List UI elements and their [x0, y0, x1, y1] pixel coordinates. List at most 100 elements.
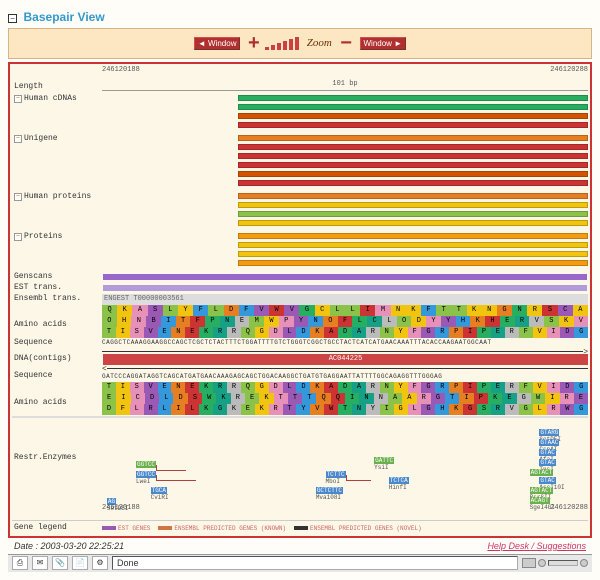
aa-cell: K	[406, 305, 421, 316]
feature-bar[interactable]	[238, 95, 588, 101]
toggle-icon[interactable]: −	[14, 193, 22, 201]
feature-row	[102, 233, 588, 241]
aa-cell: N	[512, 305, 527, 316]
feature-bar[interactable]	[238, 162, 588, 168]
feature-bar[interactable]	[238, 242, 588, 248]
feature-bar[interactable]	[238, 251, 588, 257]
aa-cell: Y	[441, 316, 456, 327]
doc-icon[interactable]: 📄	[72, 556, 88, 570]
aa-cell: P	[279, 316, 294, 327]
toggle-icon[interactable]: −	[14, 233, 22, 241]
est-bar[interactable]	[103, 285, 587, 291]
enzyme-site[interactable]: GGTCC	[136, 461, 156, 468]
aa-cell: R	[505, 382, 519, 393]
collapse-icon[interactable]: −	[8, 14, 17, 23]
security-icon[interactable]	[522, 558, 536, 568]
feature-bar[interactable]	[238, 144, 588, 150]
aa-cell: S	[544, 316, 559, 327]
aa-cell: L	[159, 393, 173, 404]
aa-cell: F	[190, 316, 205, 327]
attach-icon[interactable]: 📎	[52, 556, 68, 570]
print-icon[interactable]: ⎙	[12, 556, 28, 570]
ensembl-id[interactable]: ENGEST T00000003561	[102, 294, 588, 305]
feature-bar[interactable]	[238, 153, 588, 159]
aa-cell: N	[131, 316, 146, 327]
aa-cell: V	[533, 382, 547, 393]
ruler-row: 246120188 246120288	[12, 66, 588, 80]
feature-bar[interactable]	[238, 233, 588, 239]
aa-cell: K	[199, 327, 213, 338]
enzyme-site[interactable]: TCTTCMboI	[326, 471, 346, 485]
aa-cell: P	[205, 316, 220, 327]
aa-cell: R	[366, 327, 380, 338]
enzyme-site[interactable]: GATTCYsiI	[374, 457, 394, 471]
aa-cell: O	[102, 316, 117, 327]
aa-cell: O	[397, 316, 412, 327]
zoom-in-icon[interactable]: +	[248, 32, 260, 55]
aa-cell: C	[131, 393, 145, 404]
aa-cell: N	[352, 404, 366, 415]
aa-cell: K	[488, 393, 502, 404]
status-text: Done	[112, 556, 518, 570]
aa-cell: T	[451, 305, 466, 316]
contig-bar[interactable]: AC044225	[103, 354, 588, 365]
feature-bar[interactable]	[238, 171, 588, 177]
proteins-track: −Proteins	[12, 232, 588, 269]
tool-icon[interactable]: ⚙	[92, 556, 108, 570]
feature-bar[interactable]	[238, 220, 588, 226]
aa-cell: G	[421, 382, 435, 393]
aa-cell: V	[144, 327, 158, 338]
aa-cell: I	[161, 316, 176, 327]
aa-cell: A	[324, 327, 338, 338]
aa-cell: E	[158, 327, 172, 338]
feature-row	[102, 122, 588, 130]
feature-bar[interactable]	[238, 193, 588, 199]
zoom-label: Zoom	[307, 37, 332, 49]
toggle-icon[interactable]: −	[14, 95, 22, 103]
est-track: EST trans.	[12, 283, 588, 294]
toggle-icon[interactable]: −	[14, 135, 22, 143]
aa-cell: M	[375, 305, 390, 316]
feature-bar[interactable]	[238, 122, 588, 128]
aa-strip: OHNBITFPNEMWPYNOFLCLODYYHKHERVSKV	[102, 316, 588, 327]
aa-cell: K	[310, 382, 324, 393]
feature-row	[102, 251, 588, 259]
window-right-button[interactable]: Window ►	[360, 37, 407, 50]
feature-bar[interactable]	[238, 113, 588, 119]
aa-cell: G	[519, 404, 533, 415]
enzyme-site[interactable]: GGTCCLweI	[136, 471, 156, 485]
feature-bar[interactable]	[238, 211, 588, 217]
enzyme-site[interactable]: GCTCTTCMva108I	[316, 487, 343, 501]
aa-cell: E	[158, 382, 172, 393]
help-link[interactable]: Help Desk / Suggestions	[487, 541, 586, 551]
aa-cell: Y	[366, 404, 380, 415]
enzyme-site[interactable]: AGTACT	[530, 469, 554, 476]
enzyme-site[interactable]: TCTCAHinfI	[389, 477, 409, 491]
aa-cell: L	[330, 305, 345, 316]
feature-row	[102, 202, 588, 210]
sequence-text: GATCCCAGGATAGGTCAGCATGATGAACAAAGAGCAGCTG…	[102, 372, 588, 381]
aa-cell: F	[116, 404, 130, 415]
feature-row	[102, 242, 588, 250]
aa-cell: E	[241, 404, 255, 415]
aa-cell: G	[574, 382, 588, 393]
feature-bar[interactable]	[238, 180, 588, 186]
feature-bar[interactable]	[238, 260, 588, 266]
aa-cell: R	[491, 404, 505, 415]
aa-cell: D	[560, 327, 574, 338]
mail-icon[interactable]: ✉	[32, 556, 48, 570]
window-left-button[interactable]: ◄ Window	[194, 37, 241, 50]
aa-cell: N	[380, 327, 394, 338]
feature-bar[interactable]	[238, 135, 588, 141]
feature-bar[interactable]	[238, 104, 588, 110]
feature-bar[interactable]	[238, 202, 588, 208]
aa-strip: DFLRLILKGKEKRTYVWTNYIGLGHKGSRVGLRWG	[102, 404, 588, 415]
aa-cell: W	[264, 316, 279, 327]
genscan-bar[interactable]	[103, 274, 587, 280]
aa-cell: Q	[241, 382, 255, 393]
zoom-out-icon[interactable]: −	[340, 32, 352, 55]
aa-cell: N	[380, 382, 394, 393]
enzyme-site[interactable]: TGCACviRI	[151, 487, 169, 501]
zoom-level-bars[interactable]	[264, 37, 300, 50]
aa-cell: C	[315, 305, 330, 316]
